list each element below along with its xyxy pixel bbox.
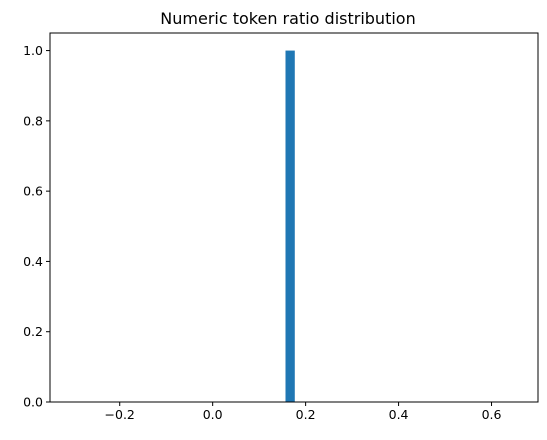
y-axis: 0.0 0.2 0.4 0.6 0.8 1.0 — [23, 43, 50, 410]
y-tick-label: 0.0 — [23, 395, 43, 410]
x-axis: −0.2 0.0 0.2 0.4 0.6 — [105, 402, 502, 422]
x-tick-label: 0.6 — [482, 407, 502, 422]
y-tick-label: 0.6 — [23, 184, 43, 199]
y-tick-label: 0.4 — [23, 254, 43, 269]
y-tick-label: 0.8 — [23, 113, 43, 128]
x-tick-label: −0.2 — [105, 407, 135, 422]
histogram-bar — [285, 50, 295, 402]
bars-layer — [285, 50, 295, 402]
x-tick-label: 0.0 — [203, 407, 223, 422]
plot-frame — [49, 32, 539, 403]
x-tick-label: 0.2 — [296, 407, 316, 422]
y-tick-label: 1.0 — [23, 43, 43, 58]
chart-title: Numeric token ratio distribution — [160, 9, 415, 28]
y-tick-label: 0.2 — [23, 324, 43, 339]
x-tick-label: 0.4 — [389, 407, 409, 422]
